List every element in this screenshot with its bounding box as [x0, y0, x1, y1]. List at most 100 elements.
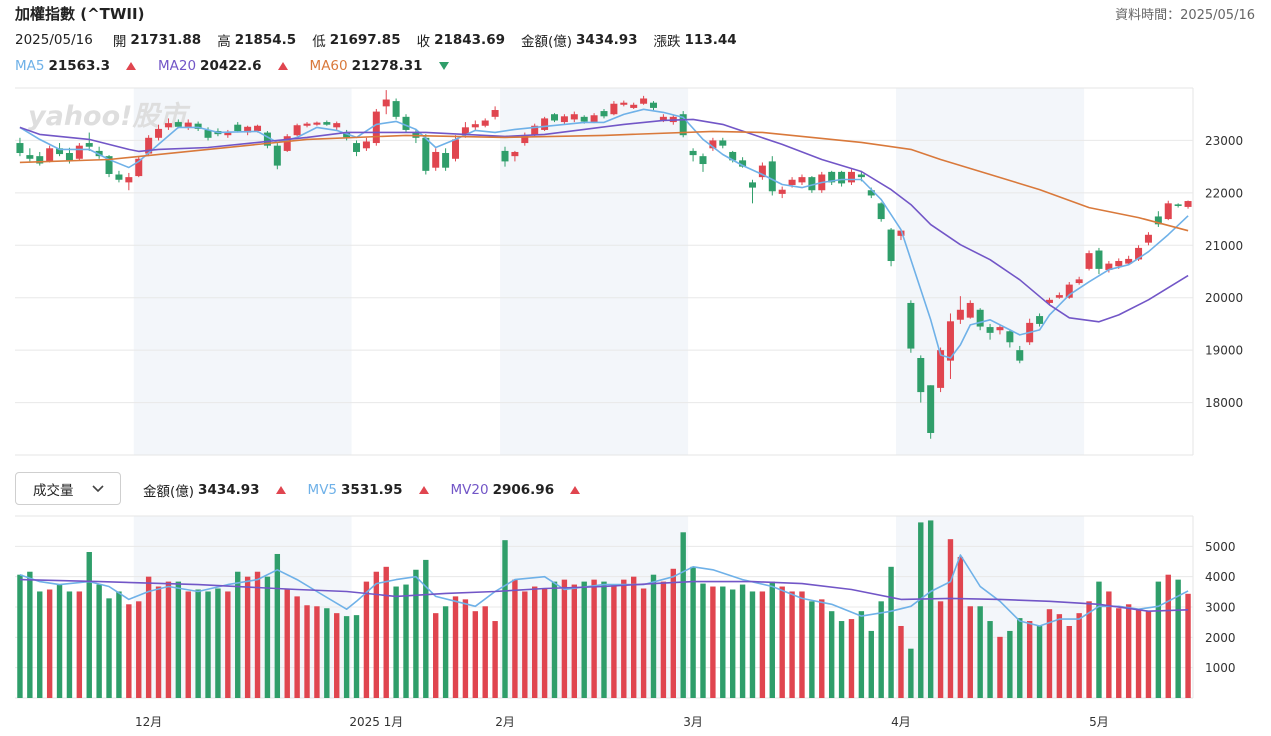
volume-bar — [205, 591, 211, 698]
volume-bar — [997, 636, 1003, 698]
volume-bar — [1175, 579, 1181, 698]
volume-bar — [442, 606, 449, 698]
candle-body — [353, 143, 361, 152]
volume-bar — [789, 591, 795, 698]
quote-label: 低 — [312, 34, 326, 50]
volume-bar — [957, 556, 964, 698]
candle-body — [263, 132, 271, 146]
candle-body — [194, 123, 202, 129]
candle-body — [640, 98, 648, 104]
volume-bar — [472, 611, 479, 698]
candle-body — [570, 114, 578, 120]
candle-body — [610, 103, 618, 115]
volume-dropdown[interactable]: 成交量 — [15, 472, 121, 505]
volume-bar — [680, 532, 686, 698]
volume-bar — [225, 591, 231, 698]
volume-bar — [274, 553, 281, 698]
candle-body — [1154, 216, 1162, 225]
volume-bar — [1076, 613, 1082, 698]
candle-body — [551, 114, 559, 121]
volume-bar — [720, 586, 726, 698]
volume-bar — [314, 606, 320, 698]
candle-body — [65, 153, 73, 161]
volume-bar — [452, 596, 459, 698]
candle-body — [887, 229, 895, 262]
volume-bar — [1056, 614, 1063, 698]
candle-body — [719, 140, 727, 146]
volume-bar — [76, 591, 83, 698]
volume-bar — [343, 616, 350, 698]
volume-bar — [462, 599, 469, 698]
volume-bar — [947, 539, 954, 698]
trend-arrow — [570, 486, 581, 494]
trend-arrow — [438, 62, 449, 70]
legend-value: 2906.96 — [492, 482, 555, 498]
volume-bar — [898, 625, 904, 698]
volume-bar — [1046, 609, 1053, 698]
volume-bar — [848, 619, 855, 698]
candle-body — [461, 127, 469, 136]
volume-bar — [670, 568, 676, 698]
volume-bar — [512, 579, 518, 698]
candle-body — [204, 129, 212, 138]
volume-bar — [353, 615, 360, 698]
x-tick-label: 4月 — [891, 715, 911, 729]
dropdown-label[interactable]: 成交量 — [33, 482, 74, 499]
candle-body — [125, 177, 133, 183]
candle-body — [491, 110, 499, 117]
volume-bar — [650, 574, 657, 698]
candle-body — [1135, 247, 1143, 260]
volume-bar — [571, 584, 578, 698]
candle-body — [1016, 350, 1024, 361]
candle-body — [26, 155, 34, 159]
volume-bar — [937, 601, 944, 698]
volume-bar — [690, 566, 696, 698]
volume-bar — [17, 574, 23, 698]
volume-bar — [482, 606, 488, 698]
volume-bar — [522, 591, 528, 698]
trend-arrow-shape — [277, 62, 288, 70]
candle-body — [135, 158, 143, 177]
y-tick-label: 3000 — [1205, 601, 1236, 615]
candle-body — [184, 122, 192, 128]
candle-body — [659, 116, 667, 121]
candle-body — [36, 156, 44, 164]
volume-bar — [591, 579, 597, 698]
candle-body — [442, 153, 450, 168]
trend-arrow-shape — [125, 62, 136, 70]
trend-arrow — [275, 486, 286, 494]
volume-bar — [56, 584, 63, 698]
y-tick-label: 2000 — [1205, 631, 1236, 645]
quote-label: 收 — [416, 34, 431, 50]
y-tick-label: 19000 — [1205, 344, 1243, 358]
volume-bar — [492, 621, 498, 698]
quote-value: 21697.85 — [329, 32, 401, 48]
ma-line — [19, 108, 1189, 359]
candle-body — [452, 139, 460, 159]
y-tick-label: 21000 — [1205, 239, 1243, 253]
volume-bar — [363, 581, 370, 698]
candle-body — [481, 120, 489, 126]
volume-bar — [660, 581, 667, 698]
legend-value: 3434.93 — [198, 482, 260, 498]
chevron[interactable] — [92, 485, 104, 493]
data-time: 資料時間：2025/05/16 — [1115, 8, 1255, 23]
candle-body — [620, 102, 628, 105]
candle-body — [778, 189, 786, 194]
quote-value: 21843.69 — [434, 32, 505, 48]
volume-bar — [1017, 618, 1023, 698]
volume-bar — [1165, 574, 1171, 698]
month-band — [896, 88, 1085, 455]
volume-bar — [640, 588, 647, 698]
volume-bar — [1066, 625, 1072, 698]
y-tick-label: 23000 — [1205, 134, 1243, 148]
candle-body — [105, 156, 113, 174]
candle-body — [224, 132, 232, 136]
candle-body — [1184, 201, 1192, 207]
candle-body — [679, 114, 687, 136]
candle-body — [1164, 203, 1172, 220]
candle-body — [362, 141, 370, 149]
volume-bar — [1096, 581, 1102, 698]
candle-body — [560, 116, 568, 123]
volume-bar — [878, 601, 884, 698]
